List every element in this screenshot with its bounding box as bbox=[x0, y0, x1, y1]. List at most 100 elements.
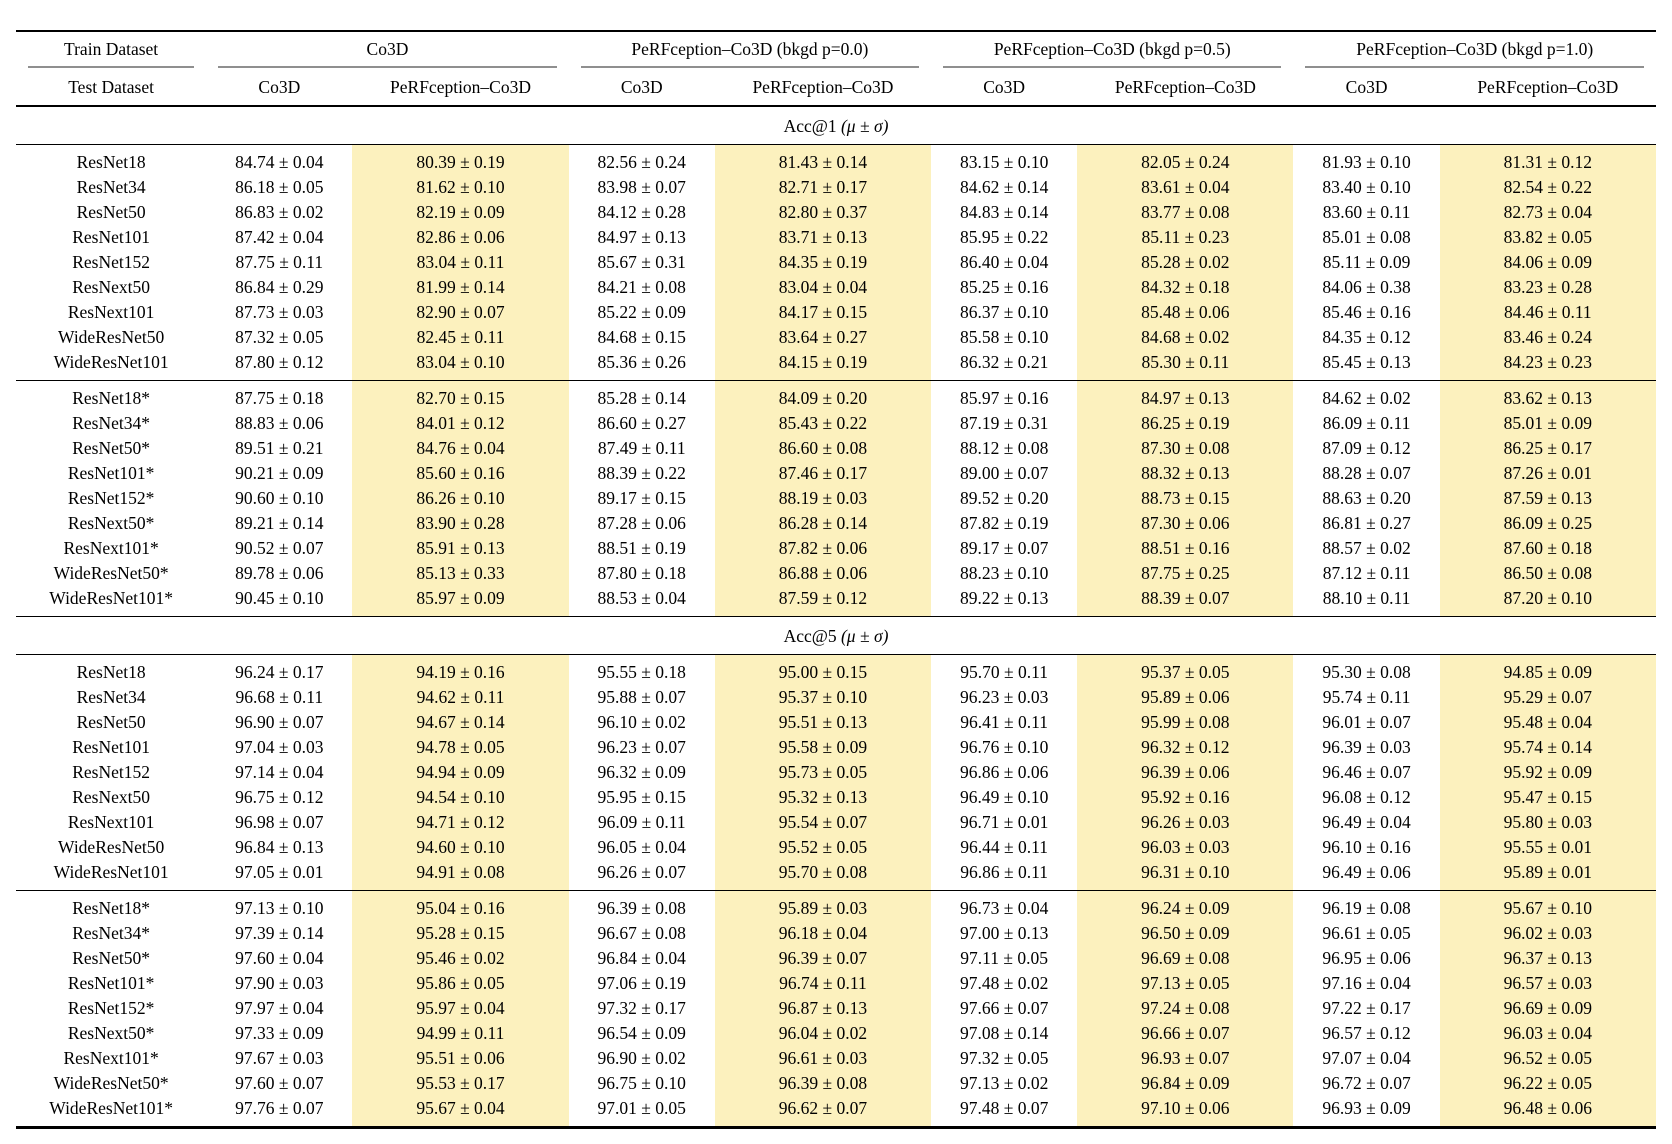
metric-cell: 88.57 ± 0.02 bbox=[1322, 538, 1411, 558]
model-label: ResNet152 bbox=[72, 762, 150, 782]
metric-cell: 97.07 ± 0.04 bbox=[1322, 1048, 1411, 1068]
metric-cell: 97.01 ± 0.05 bbox=[597, 1098, 686, 1118]
table-row: ResNet152 87.75 ± 0.11 83.04 ± 0.11 85.67 ±… bbox=[16, 250, 1656, 275]
metric-cell: 97.16 ± 0.04 bbox=[1322, 973, 1411, 993]
metric-cell: 97.33 ± 0.09 bbox=[235, 1023, 324, 1043]
metric-cell: 94.62 ± 0.11 bbox=[352, 685, 569, 710]
metric-cell: 95.97 ± 0.04 bbox=[352, 996, 569, 1021]
metric-cell: 96.37 ± 0.13 bbox=[1439, 946, 1656, 971]
metric-cell: 96.39 ± 0.06 bbox=[1077, 760, 1294, 785]
table-row: WideResNet50 87.32 ± 0.05 82.45 ± 0.11 84.6… bbox=[16, 325, 1656, 350]
model-label: ResNet18* bbox=[72, 898, 150, 918]
metric-cell: 96.22 ± 0.05 bbox=[1439, 1071, 1656, 1096]
metric-cell: 96.84 ± 0.13 bbox=[235, 837, 324, 857]
metric-cell: 96.52 ± 0.05 bbox=[1439, 1046, 1656, 1071]
metric-cell: 96.24 ± 0.17 bbox=[235, 662, 324, 682]
metric-cell: 81.31 ± 0.12 bbox=[1439, 144, 1656, 175]
model-label: ResNet152 bbox=[72, 252, 150, 272]
metric-cell: 84.23 ± 0.23 bbox=[1439, 350, 1656, 381]
metric-cell: 84.62 ± 0.14 bbox=[959, 177, 1049, 197]
table-row: ResNext101* 90.52 ± 0.07 85.91 ± 0.13 88.51… bbox=[16, 536, 1656, 561]
metric-cell: 95.55 ± 0.18 bbox=[597, 662, 686, 682]
metric-cell: 94.19 ± 0.16 bbox=[352, 654, 569, 685]
metric-cell: 84.83 ± 0.14 bbox=[959, 202, 1049, 222]
table-row: WideResNet101* 90.45 ± 0.10 85.97 ± 0.09 88… bbox=[16, 586, 1656, 617]
metric-cell: 96.31 ± 0.10 bbox=[1077, 860, 1294, 891]
metric-cell: 89.17 ± 0.15 bbox=[597, 488, 686, 508]
metric-cell: 85.22 ± 0.09 bbox=[597, 302, 686, 322]
model-label: WideResNet101* bbox=[49, 588, 173, 608]
table-row: ResNet18* 97.13 ± 0.10 95.04 ± 0.16 96.39 ±… bbox=[16, 890, 1656, 921]
metric-cell: 94.91 ± 0.08 bbox=[352, 860, 569, 891]
metric-cell: 96.39 ± 0.07 bbox=[714, 946, 932, 971]
metric-cell: 96.10 ± 0.02 bbox=[597, 712, 686, 732]
metric-cell: 88.39 ± 0.22 bbox=[597, 463, 686, 483]
model-label: ResNet50* bbox=[72, 438, 150, 458]
metric-cell: 96.84 ± 0.09 bbox=[1077, 1071, 1294, 1096]
metric-cell: 95.89 ± 0.03 bbox=[714, 890, 932, 921]
model-label: ResNet34* bbox=[72, 923, 150, 943]
metric-cell: 96.68 ± 0.11 bbox=[235, 687, 324, 707]
metric-cell: 87.49 ± 0.11 bbox=[597, 438, 686, 458]
metric-cell: 96.86 ± 0.11 bbox=[960, 862, 1048, 882]
metric-cell: 95.32 ± 0.13 bbox=[714, 785, 932, 810]
metric-cell: 95.67 ± 0.10 bbox=[1439, 890, 1656, 921]
metric-cell: 96.76 ± 0.10 bbox=[959, 737, 1049, 757]
metric-cell: 85.36 ± 0.26 bbox=[597, 352, 686, 372]
metric-cell: 84.09 ± 0.20 bbox=[714, 380, 932, 411]
metric-cell: 88.51 ± 0.19 bbox=[597, 538, 686, 558]
metric-cell: 96.75 ± 0.12 bbox=[235, 787, 324, 807]
section-metric-label: Acc@1 bbox=[783, 115, 841, 136]
metric-cell: 96.18 ± 0.04 bbox=[714, 921, 932, 946]
metric-cell: 84.32 ± 0.18 bbox=[1077, 275, 1294, 300]
metric-cell: 86.50 ± 0.08 bbox=[1439, 561, 1656, 586]
metric-cell: 84.74 ± 0.04 bbox=[235, 152, 324, 172]
metric-cell: 94.94 ± 0.09 bbox=[352, 760, 569, 785]
metric-cell: 84.46 ± 0.11 bbox=[1439, 300, 1656, 325]
metric-cell: 96.39 ± 0.08 bbox=[597, 898, 686, 918]
model-label: ResNet18 bbox=[76, 662, 146, 682]
metric-cell: 95.04 ± 0.16 bbox=[352, 890, 569, 921]
metric-cell: 95.52 ± 0.05 bbox=[714, 835, 932, 860]
table-row: ResNet101* 97.90 ± 0.03 95.86 ± 0.05 97.06 … bbox=[16, 971, 1656, 996]
metric-cell: 97.32 ± 0.05 bbox=[959, 1048, 1049, 1068]
metric-cell: 87.82 ± 0.06 bbox=[714, 536, 932, 561]
metric-cell: 85.97 ± 0.09 bbox=[352, 586, 569, 617]
metric-cell: 81.99 ± 0.14 bbox=[352, 275, 569, 300]
metric-cell: 96.09 ± 0.11 bbox=[597, 812, 686, 832]
metric-cell: 87.30 ± 0.08 bbox=[1077, 436, 1294, 461]
table-row: ResNext50 86.84 ± 0.29 81.99 ± 0.14 84.21 ±… bbox=[16, 275, 1656, 300]
model-label: ResNet50* bbox=[72, 948, 150, 968]
table-row: ResNet101 97.04 ± 0.03 94.78 ± 0.05 96.23 ±… bbox=[16, 735, 1656, 760]
metric-cell: 85.13 ± 0.33 bbox=[352, 561, 569, 586]
metric-cell: 85.60 ± 0.16 bbox=[352, 461, 569, 486]
model-label: ResNext50* bbox=[67, 513, 155, 533]
metric-cell: 96.39 ± 0.08 bbox=[714, 1071, 932, 1096]
section-title-cell: Acc@5 (μ ± σ) bbox=[16, 617, 1656, 655]
metric-cell: 97.05 ± 0.01 bbox=[235, 862, 324, 882]
model-label: WideResNet101 bbox=[53, 862, 169, 882]
table-row: ResNext50* 97.33 ± 0.09 94.99 ± 0.11 96.54 … bbox=[16, 1021, 1656, 1046]
header-row-train: Train Dataset Co3D PeRFception–Co3D (bkg… bbox=[16, 31, 1656, 68]
metric-cell: 96.71 ± 0.01 bbox=[959, 812, 1049, 832]
metric-cell: 96.50 ± 0.09 bbox=[1077, 921, 1294, 946]
metric-cell: 82.71 ± 0.17 bbox=[714, 175, 932, 200]
metric-cell: 96.49 ± 0.04 bbox=[1322, 812, 1411, 832]
metric-cell: 97.76 ± 0.07 bbox=[235, 1098, 324, 1118]
train-dataset-header: Train Dataset bbox=[16, 31, 206, 68]
metric-cell: 95.89 ± 0.06 bbox=[1077, 685, 1294, 710]
metric-cell: 86.84 ± 0.29 bbox=[235, 277, 324, 297]
metric-cell: 86.40 ± 0.04 bbox=[959, 252, 1049, 272]
metric-cell: 95.99 ± 0.08 bbox=[1077, 710, 1294, 735]
metric-cell: 95.29 ± 0.07 bbox=[1439, 685, 1656, 710]
metric-cell: 96.01 ± 0.07 bbox=[1322, 712, 1411, 732]
group-header-perf-p10: PeRFception–Co3D (bkgd p=1.0) bbox=[1293, 31, 1656, 68]
model-label: ResNext101 bbox=[67, 812, 155, 832]
metric-cell: 97.13 ± 0.05 bbox=[1077, 971, 1294, 996]
table-row: ResNext101* 97.67 ± 0.03 95.51 ± 0.06 96.90… bbox=[16, 1046, 1656, 1071]
metric-cell: 90.45 ± 0.10 bbox=[235, 588, 324, 608]
metric-cell: 95.67 ± 0.04 bbox=[352, 1096, 569, 1128]
metric-cell: 86.32 ± 0.21 bbox=[959, 352, 1049, 372]
metric-cell: 83.90 ± 0.28 bbox=[352, 511, 569, 536]
metric-cell: 85.91 ± 0.13 bbox=[352, 536, 569, 561]
